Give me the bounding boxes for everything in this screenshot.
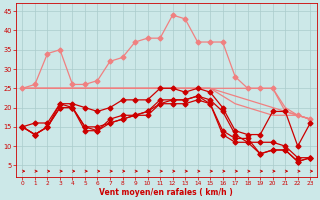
X-axis label: Vent moyen/en rafales ( km/h ): Vent moyen/en rafales ( km/h ) (100, 188, 233, 197)
